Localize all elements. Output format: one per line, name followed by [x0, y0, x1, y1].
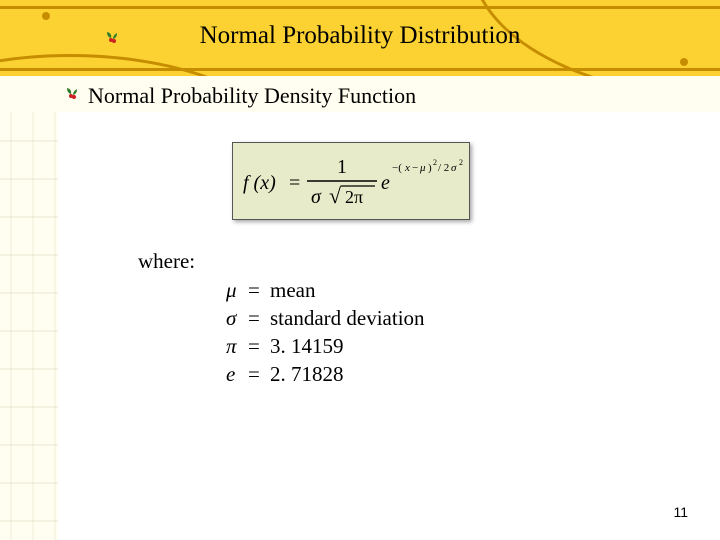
page-number: 11	[673, 504, 688, 520]
svg-text:): )	[428, 162, 432, 174]
def-symbol: e	[226, 362, 248, 387]
formula-sqrt: √	[329, 183, 342, 208]
formula-box: f (x) = 1 σ √ 2π e −( x − μ ) 2 / 2 σ 2	[232, 142, 470, 220]
def-meaning: mean	[270, 278, 315, 303]
svg-text:μ: μ	[419, 162, 426, 174]
def-equals: =	[248, 278, 270, 303]
formula-lhs: f (x)	[243, 172, 276, 194]
formula-e: e	[381, 172, 390, 194]
definition-row: e = 2. 71828	[226, 362, 425, 390]
formula-svg: f (x) = 1 σ √ 2π e −( x − μ ) 2 / 2 σ 2	[237, 147, 465, 215]
svg-text:2: 2	[459, 158, 463, 167]
band-dot	[42, 12, 50, 20]
svg-text:/ 2: / 2	[438, 162, 449, 174]
section-subtitle: Normal Probability Density Function	[88, 83, 416, 109]
def-meaning: 3. 14159	[270, 334, 344, 359]
def-equals: =	[248, 362, 270, 387]
formula-equals: =	[289, 172, 300, 194]
def-equals: =	[248, 334, 270, 359]
svg-text:−(: −(	[392, 162, 402, 174]
def-symbol: σ	[226, 306, 248, 331]
svg-text:2: 2	[433, 158, 437, 167]
svg-text:−: −	[412, 162, 418, 174]
def-symbol: π	[226, 334, 248, 359]
definition-row: π = 3. 14159	[226, 334, 425, 362]
definition-row: σ = standard deviation	[226, 306, 425, 334]
page-title: Normal Probability Distribution	[0, 22, 720, 50]
def-meaning: 2. 71828	[270, 362, 344, 387]
svg-text:σ: σ	[451, 162, 457, 174]
def-meaning: standard deviation	[270, 306, 425, 331]
where-label: where:	[138, 249, 195, 274]
band-arc	[0, 54, 300, 76]
holly-bullet-icon	[64, 86, 80, 102]
formula-exponent: −( x − μ ) 2 / 2 σ 2	[392, 158, 463, 174]
svg-text:x: x	[404, 162, 410, 174]
formula-2pi: 2π	[345, 187, 363, 207]
def-symbol: μ	[226, 278, 248, 303]
def-equals: =	[248, 306, 270, 331]
definition-row: μ = mean	[226, 278, 425, 306]
formula-sigma: σ	[311, 186, 322, 208]
formula-numerator: 1	[337, 156, 347, 178]
definitions-block: μ = mean σ = standard deviation π = 3. 1…	[226, 278, 425, 390]
